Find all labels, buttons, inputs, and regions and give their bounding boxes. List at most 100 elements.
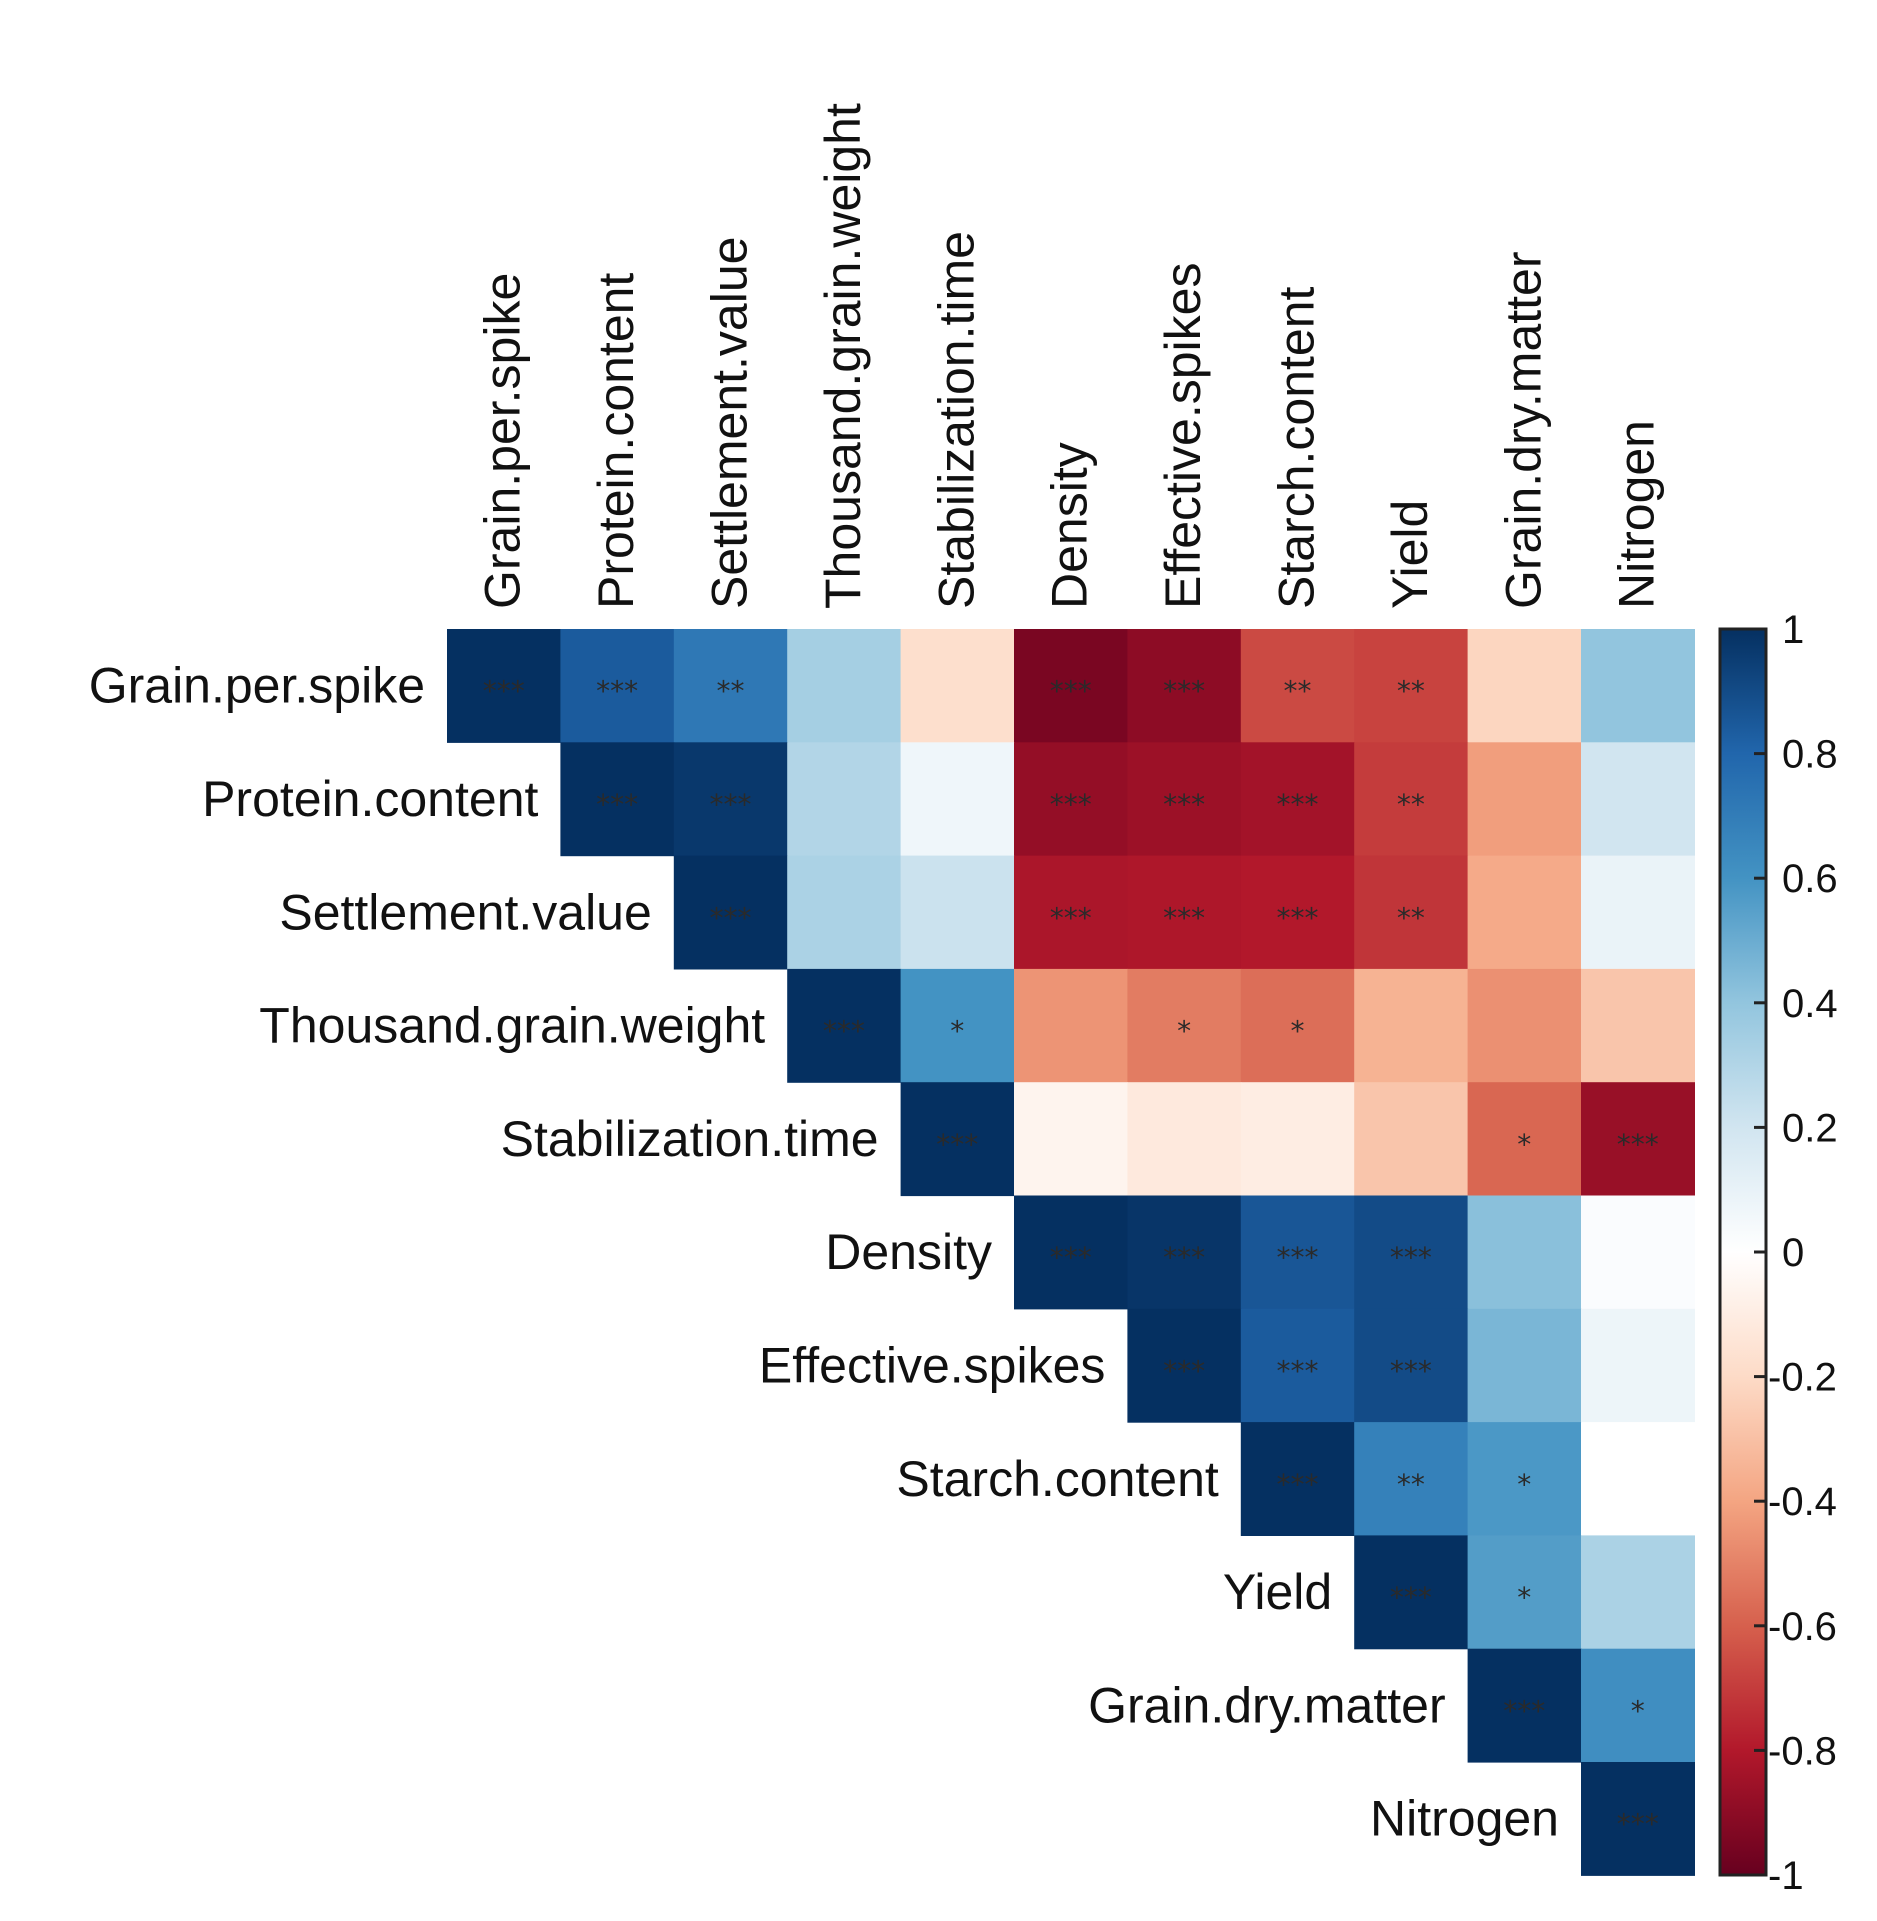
significance-5-6: *** [1163,1241,1205,1274]
cell-0-9 [1467,629,1582,743]
cell-2-6 [1127,855,1242,970]
row-label: Starch.content [896,1451,1219,1507]
row-labels: Grain.per.spike Protein.content Settlement… [89,658,1559,1847]
significance-5-7: *** [1277,1241,1319,1274]
cell-4-10 [1581,1082,1695,1197]
cell-2-2 [673,855,788,970]
cell-9-9 [1467,1648,1582,1763]
cell-0-6 [1127,629,1242,743]
column-label: Effective.spikes [1155,263,1211,609]
cell-0-2 [673,629,788,743]
column-label: Grain.per.spike [475,273,531,609]
cell-0-10 [1581,629,1695,743]
cell-6-7 [1240,1308,1355,1423]
cell-1-2 [673,742,788,857]
cell-2-9 [1467,855,1582,970]
colorbar-ticks: 1 0.8 0.6 0.4 0.2 0 -0.2 -0.4 -0.6 -0.8 -1 [1754,608,1838,1898]
cell-7-9 [1467,1422,1582,1536]
column-label: Nitrogen [1609,420,1665,609]
cell-1-9 [1467,742,1582,857]
significance-6-6: *** [1163,1354,1205,1387]
row-label: Stabilization.time [501,1111,879,1167]
significance-4-9: * [1517,1128,1531,1161]
colorbar-tick-label: 0.4 [1782,982,1838,1026]
row-label: Effective.spikes [759,1337,1105,1393]
cell-4-4 [900,1082,1015,1197]
significance-9-9: *** [1503,1694,1545,1727]
column-label: Protein.content [588,273,644,609]
cell-1-4 [900,742,1015,857]
column-label: Starch.content [1269,286,1325,609]
row-label: Grain.dry.matter [1088,1677,1446,1733]
significance-4-10: *** [1617,1128,1659,1161]
colorbar-tick-label: -1 [1768,1854,1804,1898]
significance-0-7: ** [1284,675,1312,708]
cell-0-5 [1014,629,1128,743]
cell-2-3 [787,855,902,970]
cell-5-5 [1014,1195,1128,1310]
cell-9-10 [1581,1648,1695,1763]
significance-7-9: * [1517,1468,1531,1501]
cell-2-4 [900,855,1015,970]
heatmap-cells [447,629,1695,1876]
significance-2-7: *** [1277,901,1319,934]
cell-4-9 [1467,1082,1582,1197]
significance-2-5: *** [1050,901,1092,934]
cell-0-4 [900,629,1015,743]
colorbar-tick-label: 1 [1782,608,1804,652]
cell-3-5 [1014,968,1128,1083]
cell-7-10 [1581,1422,1695,1536]
cell-3-10 [1581,968,1695,1083]
significance-marks: *** *** ** *** *** ** ***** *** *** *** *** ***** **… [483,675,1659,1841]
cell-3-4 [900,968,1015,1083]
significance-0-1: *** [596,675,638,708]
colorbar: 1 0.8 0.6 0.4 0.2 0 -0.2 -0.4 -0.6 -0.8 -1 [1718,608,1838,1898]
significance-5-8: *** [1390,1241,1432,1274]
cell-8-10 [1581,1535,1695,1650]
cell-3-3 [787,968,902,1083]
row-label: Settlement.value [279,884,651,940]
cell-8-9 [1467,1535,1582,1650]
row-label: Density [825,1224,992,1280]
significance-8-9: * [1517,1581,1531,1614]
significance-1-8: ** [1397,788,1425,821]
significance-4-4: *** [936,1128,978,1161]
cell-10-10 [1581,1762,1695,1876]
significance-3-7: * [1291,1015,1305,1048]
row-label: Nitrogen [1370,1791,1559,1847]
significance-10-10: *** [1617,1808,1659,1841]
cell-1-10 [1581,742,1695,857]
cell-1-8 [1354,742,1469,857]
column-label: Thousand.grain.weight [815,103,871,609]
significance-0-8: ** [1397,675,1425,708]
cell-5-8 [1354,1195,1469,1310]
cell-5-10 [1581,1195,1695,1310]
cell-6-10 [1581,1308,1695,1423]
significance-3-4: * [950,1015,964,1048]
significance-6-8: *** [1390,1354,1432,1387]
cell-1-1 [560,742,675,857]
significance-2-6: *** [1163,901,1205,934]
significance-7-7: *** [1277,1468,1319,1501]
significance-3-6: * [1177,1015,1191,1048]
colorbar-tick-label: -0.6 [1768,1605,1837,1649]
cell-6-9 [1467,1308,1582,1423]
cell-3-8 [1354,968,1469,1083]
row-label: Grain.per.spike [89,658,425,714]
colorbar-tick-label: 0.8 [1782,733,1838,777]
cell-7-7 [1240,1422,1355,1536]
colorbar-tick-label: 0.2 [1782,1106,1838,1150]
cell-1-3 [787,742,902,857]
cell-8-8 [1354,1535,1469,1650]
significance-2-2: *** [710,901,752,934]
significance-5-5: *** [1050,1241,1092,1274]
cell-5-7 [1240,1195,1355,1310]
significance-1-7: *** [1277,788,1319,821]
column-label: Stabilization.time [928,231,984,609]
colorbar-tick-label: -0.4 [1768,1480,1837,1524]
significance-0-0: *** [483,675,525,708]
column-label: Density [1042,442,1098,609]
colorbar-tick-label: 0.6 [1782,857,1838,901]
significance-0-2: ** [717,675,745,708]
cell-0-1 [560,629,675,743]
